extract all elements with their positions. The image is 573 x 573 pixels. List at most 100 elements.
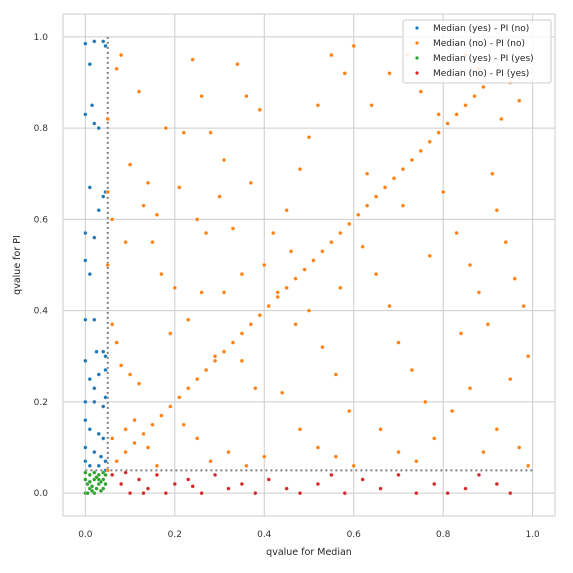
data-point bbox=[105, 468, 110, 473]
data-point bbox=[396, 340, 401, 345]
data-point bbox=[119, 363, 124, 368]
legend-label: Median (yes) - PI (yes) bbox=[433, 54, 534, 64]
data-point bbox=[96, 431, 101, 436]
data-point bbox=[284, 486, 289, 491]
data-point bbox=[168, 404, 173, 409]
data-point bbox=[92, 235, 97, 240]
data-point bbox=[338, 285, 343, 290]
data-point bbox=[92, 317, 97, 322]
data-point bbox=[163, 491, 168, 496]
data-point bbox=[239, 358, 244, 363]
data-point bbox=[481, 84, 486, 90]
legend-marker bbox=[415, 26, 419, 30]
data-point bbox=[96, 208, 101, 213]
data-point bbox=[418, 89, 423, 94]
data-point bbox=[213, 354, 218, 359]
data-point bbox=[342, 71, 347, 76]
data-point bbox=[275, 290, 280, 295]
threshold-lines bbox=[85, 36, 533, 472]
data-point bbox=[87, 472, 92, 477]
data-point bbox=[365, 203, 370, 208]
data-point bbox=[284, 285, 289, 290]
data-point bbox=[248, 180, 253, 185]
data-point bbox=[257, 107, 262, 112]
data-point bbox=[159, 272, 164, 277]
data-point bbox=[400, 203, 405, 208]
data-point bbox=[87, 377, 92, 382]
legend-label: Median (no) - PI (no) bbox=[433, 39, 525, 49]
data-point bbox=[87, 427, 92, 432]
data-point bbox=[432, 482, 437, 487]
data-point bbox=[526, 463, 531, 468]
y-axis-label: qvalue for PI bbox=[12, 235, 23, 295]
data-point bbox=[83, 470, 88, 475]
data-point bbox=[101, 404, 106, 409]
data-point bbox=[114, 340, 119, 345]
data-point bbox=[333, 372, 338, 377]
data-point bbox=[110, 217, 115, 222]
data-point bbox=[98, 479, 104, 484]
data-point bbox=[441, 189, 446, 195]
x-tick-label: 0.0 bbox=[78, 530, 93, 540]
data-point bbox=[517, 445, 522, 450]
data-point bbox=[432, 436, 437, 441]
data-point bbox=[87, 463, 92, 468]
data-point bbox=[136, 477, 142, 482]
data-point bbox=[526, 354, 531, 359]
data-point bbox=[154, 212, 159, 217]
data-point bbox=[320, 345, 325, 350]
data-point bbox=[110, 436, 115, 441]
data-point bbox=[298, 167, 303, 172]
data-point bbox=[360, 477, 365, 482]
data-point bbox=[315, 445, 320, 450]
x-axis-ticks: 0.0 0.2 0.4 0.6 0.8 1.0 bbox=[78, 530, 540, 540]
data-point bbox=[87, 272, 92, 277]
data-point bbox=[92, 121, 97, 126]
data-point bbox=[90, 484, 95, 489]
data-point bbox=[159, 413, 164, 418]
data-point bbox=[315, 482, 320, 487]
data-point bbox=[293, 322, 298, 327]
data-point bbox=[90, 488, 95, 493]
data-point bbox=[494, 482, 499, 487]
data-point bbox=[414, 459, 419, 464]
data-point bbox=[298, 491, 303, 496]
data-point bbox=[374, 194, 379, 199]
data-point bbox=[521, 304, 526, 309]
data-point bbox=[186, 386, 191, 391]
data-point bbox=[181, 130, 186, 135]
data-point bbox=[476, 472, 482, 477]
data-point bbox=[128, 372, 133, 377]
data-point bbox=[226, 486, 231, 491]
data-point bbox=[172, 482, 177, 487]
data-point bbox=[244, 94, 249, 99]
data-point bbox=[230, 340, 236, 345]
data-point bbox=[239, 331, 244, 336]
data-point bbox=[119, 482, 124, 487]
data-point bbox=[262, 262, 267, 268]
data-point bbox=[409, 367, 414, 373]
data-point bbox=[103, 395, 108, 400]
data-point bbox=[114, 66, 119, 71]
data-point bbox=[123, 240, 128, 245]
data-point bbox=[92, 39, 97, 44]
data-point bbox=[123, 427, 128, 432]
x-tick-label: 0.4 bbox=[257, 530, 272, 540]
y-tick-label: 0.0 bbox=[34, 489, 49, 499]
data-point bbox=[378, 427, 383, 432]
data-point bbox=[154, 472, 159, 477]
data-point bbox=[186, 477, 191, 482]
data-point bbox=[347, 408, 352, 414]
data-point bbox=[141, 431, 146, 436]
legend-marker bbox=[415, 56, 419, 60]
data-point bbox=[436, 130, 441, 135]
y-tick-label: 0.8 bbox=[34, 124, 49, 134]
data-point bbox=[387, 71, 392, 76]
data-point bbox=[369, 103, 374, 108]
y-axis-ticks: 0.0 0.2 0.4 0.6 0.8 1.0 bbox=[34, 33, 49, 499]
data-point bbox=[414, 491, 419, 496]
data-point bbox=[463, 486, 468, 491]
data-point bbox=[329, 472, 334, 477]
plot-background bbox=[62, 13, 556, 517]
data-point bbox=[490, 171, 495, 176]
